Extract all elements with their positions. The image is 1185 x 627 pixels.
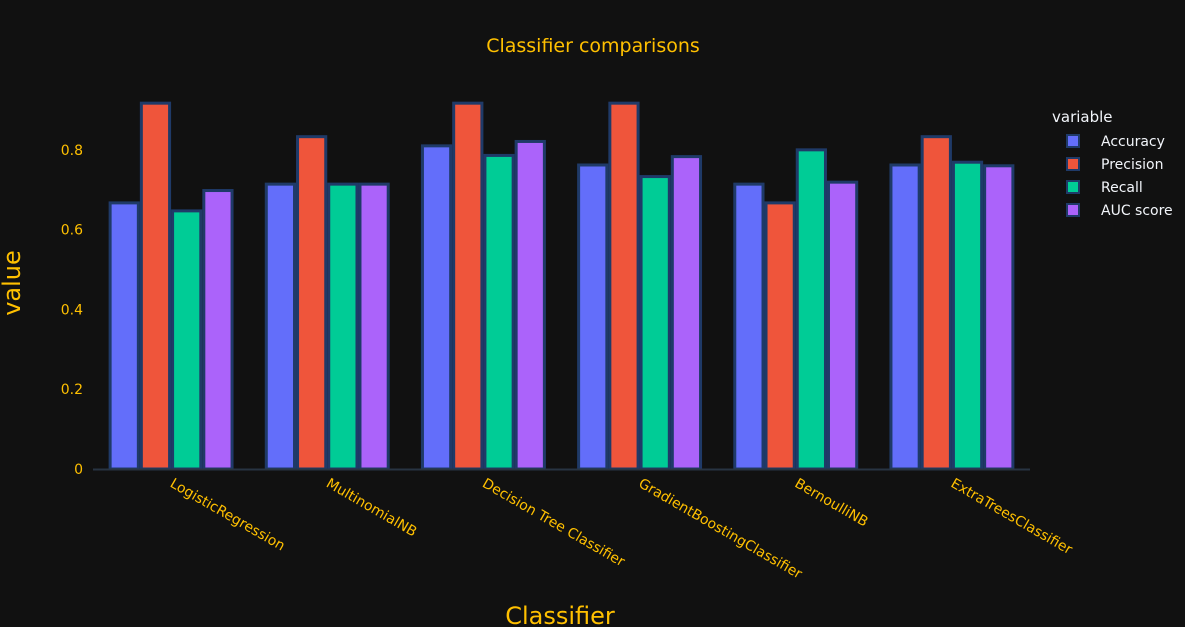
y-tick-labels: 0 0.2 0.4 0.6 0.8 <box>61 143 83 478</box>
bars-layer <box>108 101 1015 471</box>
bar-accuracy-3 <box>577 163 609 471</box>
bar-accuracy-2 <box>420 144 453 471</box>
bar-recall-4 <box>795 148 827 471</box>
legend-items: Accuracy Precision Recall AUC score <box>1066 134 1173 219</box>
bar-auc-score-0 <box>202 189 234 471</box>
bar-accuracy-5 <box>889 163 921 471</box>
legend-swatch-auc-score[interactable] <box>1066 203 1080 217</box>
bar-auc-score-5 <box>983 164 1015 471</box>
bar-precision-5 <box>920 135 952 471</box>
legend-swatch-precision[interactable] <box>1066 157 1080 171</box>
bar-auc-score-2 <box>514 139 546 471</box>
bar-precision-2 <box>452 101 484 471</box>
y-tick-label: 0.4 <box>61 302 83 318</box>
bar-recall-1 <box>327 182 359 471</box>
legend-label-precision[interactable]: Precision <box>1101 157 1163 173</box>
bar-auc-score-3 <box>670 155 703 471</box>
bar-precision-3 <box>608 101 640 471</box>
x-axis-title: Classifier <box>505 602 615 627</box>
bar-recall-2 <box>483 153 515 471</box>
y-axis-title: value <box>0 250 26 316</box>
legend: variable Accuracy Precision Recall AUC scor… <box>1052 108 1173 219</box>
bar-accuracy-0 <box>108 201 140 471</box>
bar-precision-4 <box>764 201 796 471</box>
legend-label-accuracy[interactable]: Accuracy <box>1101 134 1165 150</box>
y-tick-label: 0.8 <box>61 143 83 159</box>
bar-precision-0 <box>139 101 172 471</box>
legend-label-recall[interactable]: Recall <box>1101 180 1143 196</box>
bar-auc-score-1 <box>358 182 390 471</box>
bar-recall-5 <box>951 160 984 471</box>
chart-title: Classifier comparisons <box>486 35 700 57</box>
y-tick-label: 0.2 <box>61 382 83 398</box>
bar-recall-3 <box>639 175 671 471</box>
legend-label-auc-score[interactable]: AUC score <box>1101 203 1173 219</box>
y-tick-label: 0.6 <box>61 223 83 239</box>
legend-swatch-accuracy[interactable] <box>1066 134 1080 148</box>
y-tick-label: 0 <box>74 462 83 478</box>
bar-auc-score-4 <box>826 180 859 471</box>
bar-accuracy-1 <box>264 182 297 471</box>
bar-recall-0 <box>171 209 203 471</box>
bar-accuracy-4 <box>733 182 765 471</box>
legend-title: variable <box>1052 108 1113 126</box>
bar-precision-1 <box>296 135 328 471</box>
legend-swatch-recall[interactable] <box>1066 180 1080 194</box>
